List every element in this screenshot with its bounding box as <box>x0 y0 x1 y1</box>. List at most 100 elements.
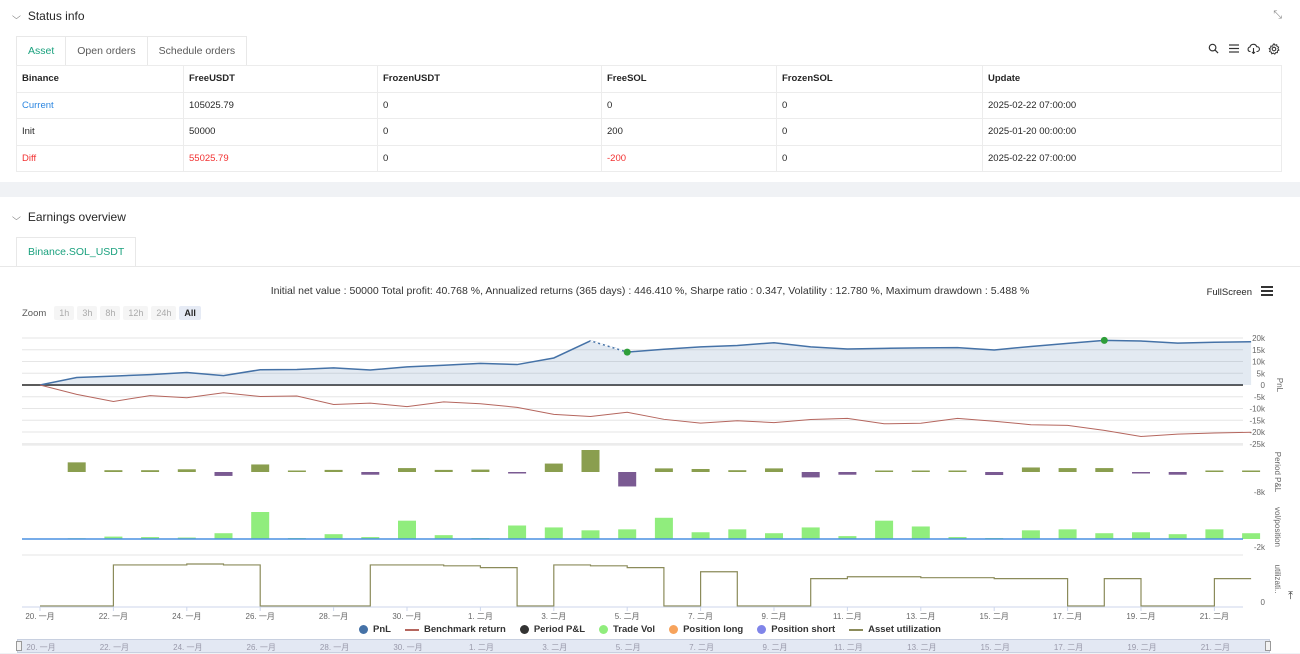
benchmark-line <box>39 384 1252 437</box>
cloud-download-icon[interactable] <box>1247 42 1260 55</box>
navigator-tick-label: 11. 二月 <box>834 643 863 652</box>
y-axis-label: Period P&L <box>1273 452 1282 493</box>
table-row: Init 50000 0 200 0 2025-01-20 00:00:00 <box>16 118 1282 146</box>
navigator-tick-label: 22. 一月 <box>100 643 129 652</box>
earnings-chart[interactable]: 20k 15k 10k 5k 0 -5k -10k -15k -20k -25k PnL -8k Per… <box>0 197 1300 653</box>
chart-legend: PnL Benchmark return Period P&L Trade Vo… <box>0 624 1300 635</box>
navigator-scrollbar[interactable]: 20. 一月 22. 一月 24. 一月 26. 一月 28. 一月 30. 一月 1. 二… <box>16 639 1271 653</box>
legend-item-period-pnl[interactable]: Period P&L <box>519 624 585 635</box>
legend-label: Benchmark return <box>423 624 506 635</box>
table-cell: 2025-01-20 00:00:00 <box>982 118 1282 146</box>
navigator-tick-label: 7. 二月 <box>689 643 714 652</box>
search-icon[interactable] <box>1207 42 1220 55</box>
table-cell: 0 <box>601 91 777 119</box>
legend-item-trade-vol[interactable]: Trade Vol <box>599 624 655 635</box>
expand-icon[interactable]: ⤡ <box>1273 9 1282 21</box>
zoom-selector: Zoom 1h 3h 8h 12h 24h All <box>22 306 201 320</box>
x-tick-label: 22. 一月 <box>99 612 128 621</box>
chevron-down-icon[interactable]: ⌵ <box>11 211 21 222</box>
trade-vol-bar <box>141 537 160 539</box>
table-cell: 2025-02-22 07:00:00 <box>982 144 1282 172</box>
y-tick-label: 15k <box>1252 346 1266 355</box>
column-header[interactable]: Update <box>982 65 1282 93</box>
period-pnl-bar <box>508 472 527 474</box>
column-header[interactable]: Binance <box>16 65 184 93</box>
period-pnl-bar <box>104 470 123 472</box>
earnings-overview-panel: ⌵ Earnings overview Binance.SOL_USDT Ini… <box>0 197 1300 653</box>
tab-asset[interactable]: Asset <box>16 36 67 65</box>
gear-icon[interactable] <box>1267 42 1280 55</box>
x-tick-label: 9. 二月 <box>762 612 787 621</box>
y-tick-label: 20k <box>1252 334 1266 343</box>
navigator-tick-label: 24. 一月 <box>173 643 202 652</box>
period-pnl-bar <box>361 472 380 475</box>
column-header[interactable]: FreeSOL <box>601 65 777 93</box>
table-cell: 0 <box>377 144 602 172</box>
table-cell: 55025.79 <box>183 144 378 172</box>
column-header[interactable]: FrozenSOL <box>776 65 983 93</box>
navigator-right-handle[interactable] <box>1265 641 1271 651</box>
tab-open-orders[interactable]: Open orders <box>65 36 148 65</box>
pnl-dashed-gap <box>590 340 628 353</box>
y-tick-label: 0 <box>1261 598 1266 607</box>
trade-vol-bar <box>618 529 637 539</box>
x-tick-label: 30. 一月 <box>392 612 421 621</box>
navigator-left-handle[interactable] <box>16 641 22 651</box>
y-axis-label: utilizati.. <box>1273 565 1282 594</box>
navigator-tick-label: 19. 二月 <box>1127 643 1156 652</box>
trade-vol-bar <box>104 536 123 539</box>
x-tick-label: 1. 二月 <box>468 612 493 621</box>
period-pnl-bar <box>434 469 453 472</box>
x-tick-label: 7. 二月 <box>688 612 713 621</box>
column-header[interactable]: FreeUSDT <box>183 65 378 93</box>
navigator-tick-label: 1. 二月 <box>469 643 494 652</box>
zoom-1h-button[interactable]: 1h <box>54 306 75 320</box>
zoom-all-button[interactable]: All <box>179 306 201 320</box>
table-cell: -200 <box>601 144 777 172</box>
x-tick-label: 3. 二月 <box>541 612 566 621</box>
trade-vol-bar <box>1242 533 1261 539</box>
trade-vol-bar <box>434 535 453 539</box>
legend-item-position-short[interactable]: Position short <box>757 624 835 635</box>
trade-vol-bar <box>654 517 673 539</box>
legend-item-asset-utilization[interactable]: Asset utilization <box>849 624 941 635</box>
trade-vol-bar <box>691 532 710 539</box>
trade-vol-bar <box>398 520 416 539</box>
chart-menu-icon[interactable] <box>1261 286 1273 299</box>
legend-marker <box>359 625 369 634</box>
zoom-8h-button[interactable]: 8h <box>100 306 121 320</box>
status-info-header[interactable]: ⌵ Status info <box>11 9 85 23</box>
legend-label: Asset utilization <box>868 624 941 635</box>
period-pnl-bar <box>985 472 1004 476</box>
tab-binance-sol-usdt[interactable]: Binance.SOL_USDT <box>16 237 137 266</box>
zoom-12h-button[interactable]: 12h <box>123 306 149 320</box>
x-tick-label: 17. 二月 <box>1053 612 1082 621</box>
trade-vol-bar <box>1021 530 1040 539</box>
list-icon[interactable] <box>1227 42 1240 55</box>
utilization-line <box>40 563 1252 607</box>
legend-marker <box>849 628 864 631</box>
reset-zoom-icon[interactable]: ⤒ <box>1288 590 1293 602</box>
legend-item-position-long[interactable]: Position long <box>669 624 743 635</box>
tab-schedule-orders[interactable]: Schedule orders <box>146 36 248 65</box>
period-pnl-bar <box>251 464 270 472</box>
trade-vol-bar <box>1168 534 1187 539</box>
trade-vol-bar <box>1205 529 1224 539</box>
legend-label: PnL <box>373 624 391 635</box>
legend-item-benchmark[interactable]: Benchmark return <box>404 624 506 635</box>
legend-item-pnl[interactable]: PnL <box>359 624 391 635</box>
earnings-overview-header[interactable]: ⌵ Earnings overview <box>11 210 126 224</box>
chevron-down-icon[interactable]: ⌵ <box>11 10 21 21</box>
trade-vol-bar <box>508 525 527 539</box>
y-tick-label: -8k <box>1254 488 1266 497</box>
period-pnl-bar <box>1205 470 1224 472</box>
trade-vol-bar <box>324 534 343 539</box>
zoom-3h-button[interactable]: 3h <box>77 306 98 320</box>
fullscreen-button[interactable]: FullScreen <box>1206 287 1252 298</box>
y-tick-label: -2k <box>1254 543 1266 552</box>
status-info-title: Status info <box>27 9 85 23</box>
period-pnl-bar <box>177 469 196 472</box>
navigator-tick-label: 20. 一月 <box>26 643 55 652</box>
zoom-24h-button[interactable]: 24h <box>151 306 177 320</box>
column-header[interactable]: FrozenUSDT <box>377 65 602 93</box>
